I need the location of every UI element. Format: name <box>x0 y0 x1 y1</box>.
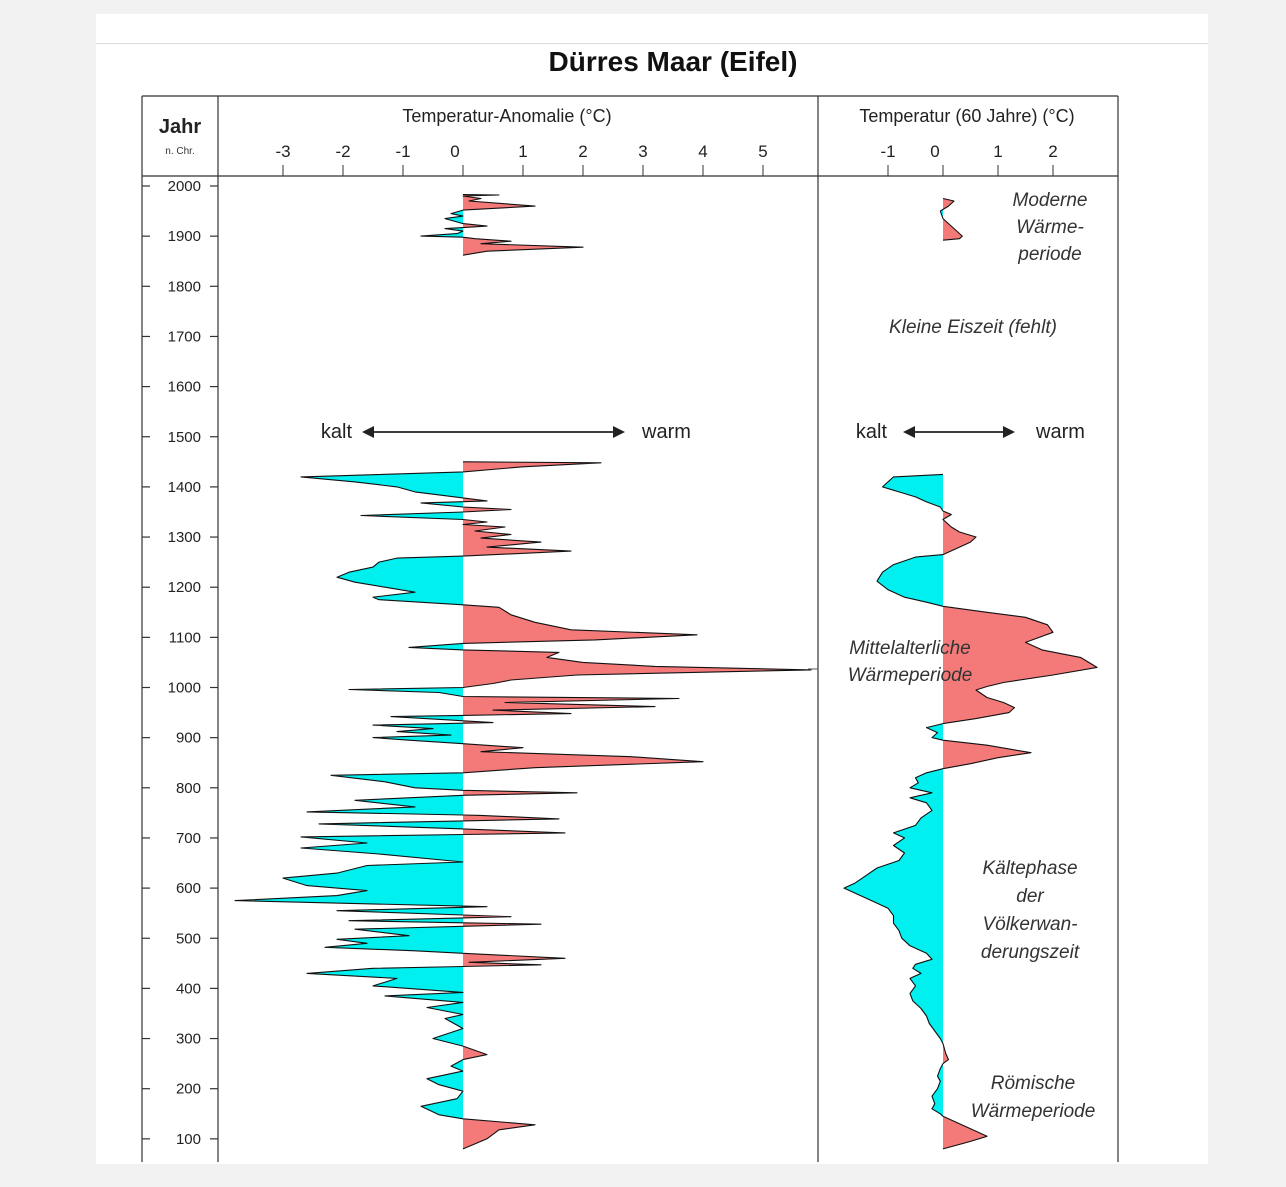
year-tick-label: 1700 <box>168 328 201 345</box>
year-tick-label: 1900 <box>168 228 201 245</box>
year-ticks: 2000 1900 1800 1700 1600 1500 1400 1300 1200 1100… <box>142 178 218 1148</box>
left-cold-fill-1 <box>235 461 463 1149</box>
right-x-tick-label: -1 <box>880 142 895 161</box>
year-tick-label: 300 <box>176 1031 201 1048</box>
right-series-line-0 <box>939 197 963 241</box>
right-warm-label: warm <box>1035 421 1085 443</box>
kaeltephase-annotation: Kältephase der Völkerwan- derungszeit <box>981 858 1080 963</box>
right-kalt-label: kalt <box>856 421 888 443</box>
year-axis-sublabel: n. Chr. <box>165 146 194 157</box>
left-x-tick-label: 3 <box>638 142 647 161</box>
left-anomaly-series <box>234 193 812 1150</box>
year-tick-label: 1500 <box>168 429 201 446</box>
year-tick-label: 1800 <box>168 278 201 295</box>
left-series-line-1 <box>234 461 812 1150</box>
right-x-ticks: -1 0 1 2 <box>880 142 1058 176</box>
right-60yr-series <box>843 197 1098 1150</box>
year-tick-label: 500 <box>176 930 201 947</box>
year-tick-label: 800 <box>176 780 201 797</box>
year-tick-label: 900 <box>176 730 201 747</box>
right-warm-fill-0 <box>943 198 963 241</box>
right-x-tick-label: 1 <box>993 142 1002 161</box>
kaeltephase-line-3: Völkerwan- <box>982 914 1077 935</box>
right-axis-label: Temperatur (60 Jahre) (°C) <box>859 106 1074 126</box>
right-arrowhead-warm <box>1003 426 1015 438</box>
year-tick-label: 2000 <box>168 178 201 195</box>
left-x-ticks: -3 -2 -1 0 1 2 3 4 5 <box>275 142 768 176</box>
left-arrowhead-cold <box>362 426 374 438</box>
right-warm-fill-1 <box>943 474 1097 1149</box>
mittelalter-annotation: Mittelalterliche Wärmeperiode <box>808 638 972 686</box>
year-tick-label: 1100 <box>169 629 201 646</box>
year-tick-label: 700 <box>176 830 201 847</box>
kaeltephase-line-2: der <box>1016 886 1044 907</box>
roemische-line-1: Römische <box>991 1073 1075 1094</box>
kleine-eiszeit-annotation: Kleine Eiszeit (fehlt) <box>889 317 1057 338</box>
right-cold-fill-1 <box>844 474 943 1149</box>
moderne-annotation: Moderne Wärme- periode <box>1013 190 1088 265</box>
right-cold-fill-0 <box>940 198 943 241</box>
left-x-tick-label: 4 <box>698 142 707 161</box>
left-x-tick-label: -1 <box>395 142 410 161</box>
left-cold-fill-0 <box>421 194 463 256</box>
left-x-tick-label: 2 <box>578 142 587 161</box>
left-arrow-annotation: kalt warm <box>321 421 691 443</box>
year-tick-label: 200 <box>176 1081 201 1098</box>
right-x-tick-label: 2 <box>1048 142 1057 161</box>
mittelalter-line-2: Wärmeperiode <box>848 665 973 686</box>
kaeltephase-line-4: derungszeit <box>981 942 1080 963</box>
roemische-annotation: Römische Wärmeperiode <box>971 1073 1096 1122</box>
year-tick-label: 100 <box>176 1131 201 1148</box>
chart-title: Dürres Maar (Eifel) <box>549 46 798 77</box>
left-kalt-label: kalt <box>321 421 353 443</box>
moderne-line-3: periode <box>1017 244 1081 265</box>
moderne-line-1: Moderne <box>1013 190 1088 211</box>
year-tick-label: 1200 <box>168 579 201 596</box>
right-x-tick-label: 0 <box>930 142 939 161</box>
left-series-line-0 <box>420 193 584 256</box>
kaeltephase-line-1: Kältephase <box>982 858 1077 879</box>
left-x-tick-label: -3 <box>275 142 290 161</box>
left-x-tick-label: 5 <box>758 142 767 161</box>
figure-panel <box>96 14 1208 1164</box>
top-divider <box>96 43 1208 44</box>
year-tick-label: 1300 <box>168 529 201 546</box>
year-tick-label: 600 <box>176 880 201 897</box>
chart-frame <box>141 95 1119 1162</box>
right-arrowhead-cold <box>903 426 915 438</box>
year-tick-label: 1600 <box>168 379 201 396</box>
left-axis-label: Temperatur-Anomalie (°C) <box>402 106 611 126</box>
right-arrow-annotation: kalt warm <box>856 421 1085 443</box>
left-x-tick-label: 1 <box>518 142 527 161</box>
left-x-tick-label: -2 <box>335 142 350 161</box>
mittelalter-line-1: Mittelalterliche <box>849 638 970 659</box>
year-tick-label: 1400 <box>168 479 201 496</box>
right-series-line-1 <box>843 473 1098 1150</box>
year-tick-label: 1000 <box>168 680 201 697</box>
left-x-tick-label: 0 <box>450 142 459 161</box>
moderne-line-2: Wärme- <box>1016 217 1084 238</box>
year-tick-label: 400 <box>176 980 201 997</box>
left-warm-label: warm <box>641 421 691 443</box>
year-axis-label: Jahr <box>159 116 201 138</box>
left-warm-fill-1 <box>463 461 811 1149</box>
left-arrowhead-warm <box>613 426 625 438</box>
roemische-line-2: Wärmeperiode <box>971 1101 1096 1122</box>
